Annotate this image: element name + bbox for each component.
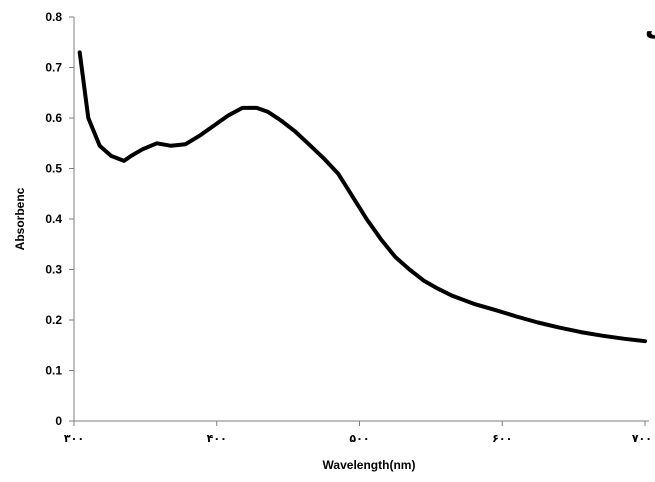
y-tick-label: 0.4	[45, 212, 62, 226]
x-tick-label: ۷۰۰	[632, 432, 652, 445]
x-tick-label: ۵۰۰	[349, 432, 369, 445]
x-tick-label: ۶۰۰	[492, 432, 512, 445]
y-axis-title: Absorbenc	[13, 187, 27, 250]
y-tick-label: 0.3	[45, 263, 62, 277]
x-axis-title: Wavelength(nm)	[323, 458, 416, 472]
x-tick-label: ۳۰۰	[64, 432, 84, 445]
x-tick-label: ۴۰۰	[207, 432, 227, 445]
y-tick-label: 0.6	[45, 111, 62, 125]
absorbance-series-line	[77, 50, 647, 344]
y-axis-ticks: 0 0.1 0.2 0.3 0.4 0.5 0.6 0.7 0.8	[45, 10, 74, 428]
x-axis-ticks: ۳۰۰ ۴۰۰ ۵۰۰ ۶۰۰ ۷۰۰	[64, 421, 652, 445]
y-tick-label: 0.1	[45, 364, 62, 378]
y-tick-label: 0.2	[45, 313, 62, 327]
y-tick-label: 0.5	[45, 162, 62, 176]
y-tick-label: 0.8	[45, 10, 62, 24]
corner-label: الف	[645, 15, 655, 45]
y-tick-label: 0.7	[45, 61, 62, 75]
y-tick-label: 0	[55, 414, 62, 428]
